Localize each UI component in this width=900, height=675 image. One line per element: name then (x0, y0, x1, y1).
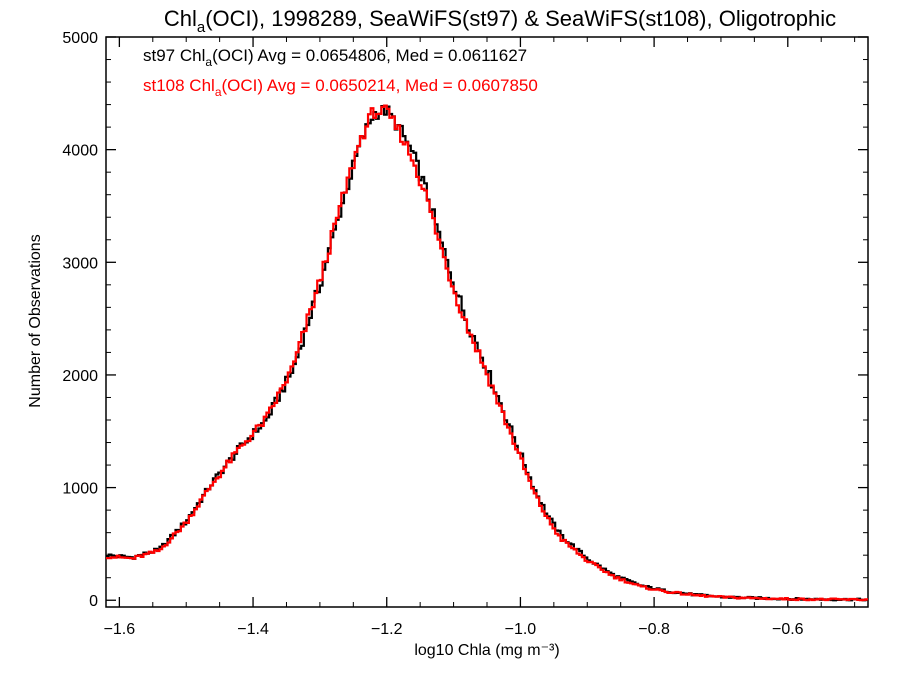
y-tick-label: 5000 (62, 30, 98, 47)
chart-title-subscript: a (197, 19, 206, 36)
y-tick-label: 1000 (62, 481, 98, 498)
y-axis-label: Number of Observations (27, 234, 44, 407)
plot-frame (105, 36, 869, 608)
stats-st108-rest: (OCI) Avg = 0.0650214, Med = 0.0607850 (222, 76, 538, 95)
y-tick-label: 4000 (62, 143, 98, 160)
x-tick-label: −0.6 (772, 621, 804, 638)
x-tick-label: −1.0 (505, 621, 537, 638)
series-layer (106, 104, 868, 602)
stats-st97-rest: (OCI) Avg = 0.0654806, Med = 0.0611627 (212, 46, 527, 65)
y-tick-label: 2000 (62, 368, 98, 385)
stats-st108-subscript: a (215, 85, 222, 99)
stats-st108-prefix: st108 Chl (143, 76, 215, 95)
x-axis-label: log10 Chla (mg m⁻³) (414, 642, 559, 659)
chart-title: Chla(OCI), 1998289, SeaWiFS(st97) & SeaW… (164, 6, 836, 36)
stats-st97-subscript: a (205, 55, 212, 69)
axis-ticks: −1.6 −1.4 −1.2 −1.0 −0.8 −0.6 0 1000 2000 3000 400… (62, 30, 868, 638)
stats-st97-prefix: st97 Chl (143, 46, 205, 65)
series-st97-line (106, 104, 868, 602)
x-tick-label: −0.8 (638, 621, 670, 638)
y-tick-label: 0 (89, 593, 98, 610)
chart-title-rest: (OCI), 1998289, SeaWiFS(st97) & SeaWiFS(… (205, 6, 836, 31)
chart-title-base: Chl (164, 6, 197, 31)
y-tick-label: 3000 (62, 255, 98, 272)
stats-st97: st97 Chla(OCI) Avg = 0.0654806, Med = 0.… (143, 46, 527, 69)
series-st108-line (106, 104, 868, 602)
x-tick-label: −1.6 (104, 621, 136, 638)
x-tick-label: −1.2 (371, 621, 403, 638)
stats-st108: st108 Chla(OCI) Avg = 0.0650214, Med = 0… (143, 76, 538, 99)
x-tick-label: −1.4 (237, 621, 269, 638)
